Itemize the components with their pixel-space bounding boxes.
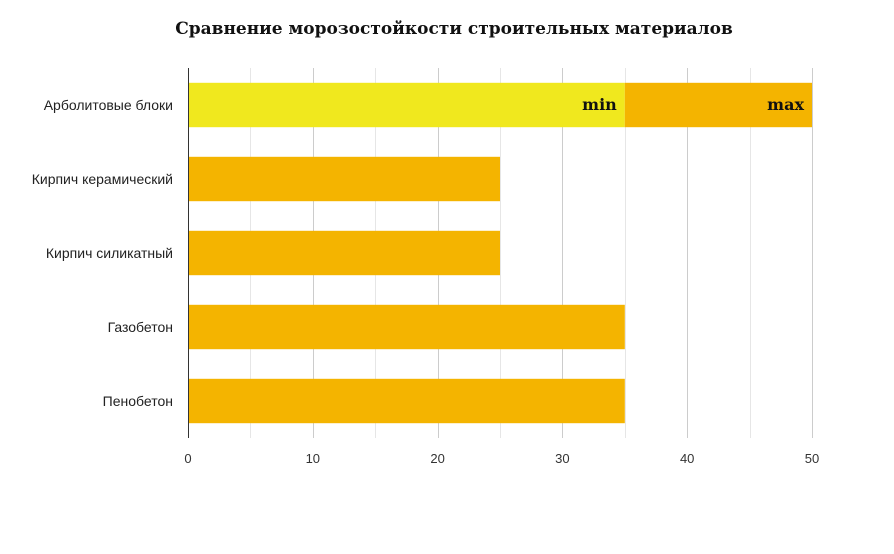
bar <box>188 82 625 128</box>
bars <box>188 82 812 424</box>
category-label: Газобетон <box>108 319 173 335</box>
bar-labels: min max <box>582 95 804 114</box>
category-label: Кирпич керамический <box>32 171 173 187</box>
x-tick-label: 0 <box>184 451 191 466</box>
bar <box>188 378 625 424</box>
bar <box>188 304 625 350</box>
bar <box>188 230 500 276</box>
x-tick-label: 40 <box>680 451 694 466</box>
chart-title: Сравнение морозостойкости строительных м… <box>175 19 733 39</box>
bar <box>624 82 812 128</box>
category-label: Пенобетон <box>103 393 173 409</box>
category-label: Арболитовые блоки <box>44 97 173 113</box>
axes: 0 10 20 30 40 50 Арболитовые блоки Кирпич керам… <box>32 68 819 466</box>
bar-data-label: max <box>767 95 804 114</box>
x-tick-label: 10 <box>306 451 320 466</box>
x-tick-label: 20 <box>430 451 444 466</box>
x-tick-label: 50 <box>805 451 819 466</box>
category-label: Кирпич силикатный <box>46 245 173 261</box>
x-tick-label: 30 <box>555 451 569 466</box>
bar-data-label: min <box>582 95 617 114</box>
bar <box>188 156 500 202</box>
